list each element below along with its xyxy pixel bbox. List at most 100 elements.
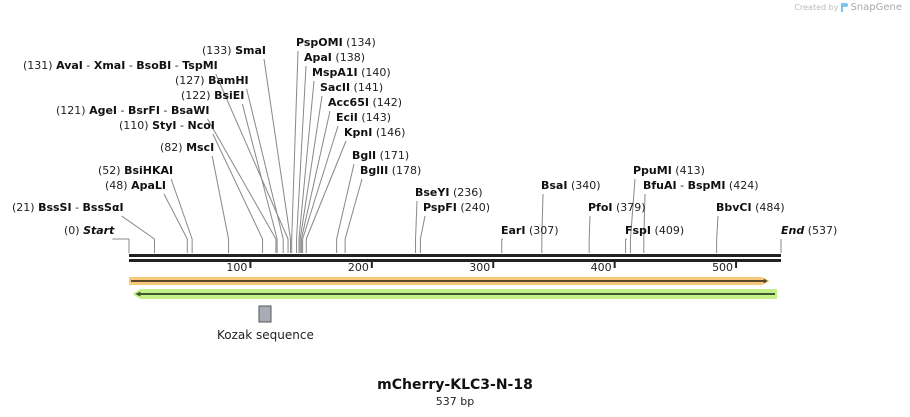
site-position: (127) [175,74,209,87]
site-connector [415,200,418,240]
site-connector [298,80,315,240]
scale-tick-label: 100 [226,261,247,274]
kozak-label[interactable]: Kozak sequence [217,328,314,342]
enzyme-name: AvaI [56,59,83,72]
site-position: (142) [368,96,403,109]
separator: - [125,59,137,72]
scale-tick-label: 500 [712,261,733,274]
site-connector [170,178,193,240]
site-label[interactable]: ApaI (138) [304,51,365,64]
enzyme-name: EarI [501,224,526,237]
site-position: (121) [56,104,90,117]
kozak-feature[interactable] [258,305,272,323]
enzyme-name: BsoBI [136,59,172,72]
scale-tick [613,262,616,268]
enzyme-name: MscI [186,141,215,154]
site-connector [212,133,264,240]
site-label[interactable]: BbvCI (484) [716,201,785,214]
site-position: (424) [725,179,759,192]
site-label[interactable]: BfuAI - BspMI (424) [643,179,759,192]
site-position: (379) [612,201,646,214]
site-label[interactable]: BglI (171) [352,149,409,162]
enzyme-name: BsrFI [128,104,160,117]
map-length: 537 bp [435,395,475,408]
site-label[interactable]: PpuMI (413) [633,164,705,177]
site-label[interactable]: PspOMI (134) [296,36,376,49]
enzyme-name: BspMI [687,179,726,192]
scale-tick-label: 400 [591,261,612,274]
site-connector [211,155,230,240]
site-position: (21) [12,201,39,214]
site-connector [302,125,339,240]
site-label[interactable]: (110) StyI - NcoI [119,119,215,132]
enzyme-name: BssSI [38,201,72,214]
enzyme-name: TspMI [182,59,218,72]
site-position: (131) [23,59,57,72]
site-label[interactable]: (133) SmaI [202,44,266,57]
site-label[interactable]: Acc65I (142) [328,96,402,109]
separator: - [171,59,183,72]
site-label[interactable]: End (537) [781,224,837,237]
site-label[interactable]: (131) AvaI - XmaI - BsoBI - TspMI [23,59,218,72]
enzyme-name: FspI [625,224,652,237]
site-label[interactable]: BsaI (340) [541,179,601,192]
enzyme-name: End [781,224,805,237]
site-label[interactable]: EarI (307) [501,224,559,237]
separator: - [159,104,171,117]
site-label[interactable]: KpnI (146) [344,126,405,139]
site-connector [588,215,591,240]
site-label[interactable]: BglII (178) [360,164,421,177]
separator: - [117,104,128,117]
credit-prefix: Created by [794,3,839,12]
site-label[interactable]: EciI (143) [336,111,391,124]
enzyme-name: AgeI [89,104,118,117]
enzyme-name: SmaI [235,44,266,57]
scale-tick-label: 200 [348,261,369,274]
site-position: (146) [372,126,406,139]
site-position: (537) [804,224,838,237]
site-label[interactable]: (52) BsiHKAI [98,164,173,177]
site-connector [215,73,289,240]
site-connector [263,58,291,240]
enzyme-name: BglII [360,164,389,177]
site-label[interactable]: (82) MscI [160,141,214,154]
site-position: (484) [751,201,785,214]
site-connector [344,178,363,240]
site-label[interactable]: (48) ApaLI [105,179,166,192]
site-label[interactable]: (127) BamHI [175,74,249,87]
site-connector [121,215,155,240]
credit: Created by SnapGene [794,2,902,13]
enzyme-name: Acc65I [328,96,369,109]
site-label[interactable]: (121) AgeI - BsrFI - BsaWI [56,104,210,117]
site-label[interactable]: (122) BsiEI [181,89,244,102]
scale-tick [492,262,495,268]
site-position: (236) [449,186,483,199]
forward-arrow-core [131,278,768,284]
enzyme-name: EciI [336,111,358,124]
site-connector [541,193,544,240]
site-label[interactable]: (21) BssSI - BssSαI [12,201,124,214]
enzyme-name: StyI [152,119,177,132]
site-label[interactable]: MspA1I (140) [312,66,391,79]
map-title: mCherry-KLC3-N-18 [377,377,533,393]
enzyme-name: ApaI [304,51,332,64]
enzyme-name: KpnI [344,126,373,139]
site-position: (122) [181,89,215,102]
site-label[interactable]: (0) Start [64,224,114,237]
site-position: (409) [651,224,685,237]
site-position: (134) [342,36,376,49]
enzyme-name: PfoI [588,201,613,214]
site-label[interactable]: PspFI (240) [423,201,490,214]
separator: - [71,201,83,214]
site-label[interactable]: PfoI (379) [588,201,646,214]
site-label[interactable]: SacII (141) [320,81,383,94]
site-connector [299,95,323,240]
site-position: (340) [567,179,601,192]
site-position: (143) [357,111,391,124]
site-label[interactable]: FspI (409) [625,224,684,237]
site-connector [207,118,277,240]
site-label[interactable]: BseYI (236) [415,186,483,199]
site-position: (240) [456,201,490,214]
